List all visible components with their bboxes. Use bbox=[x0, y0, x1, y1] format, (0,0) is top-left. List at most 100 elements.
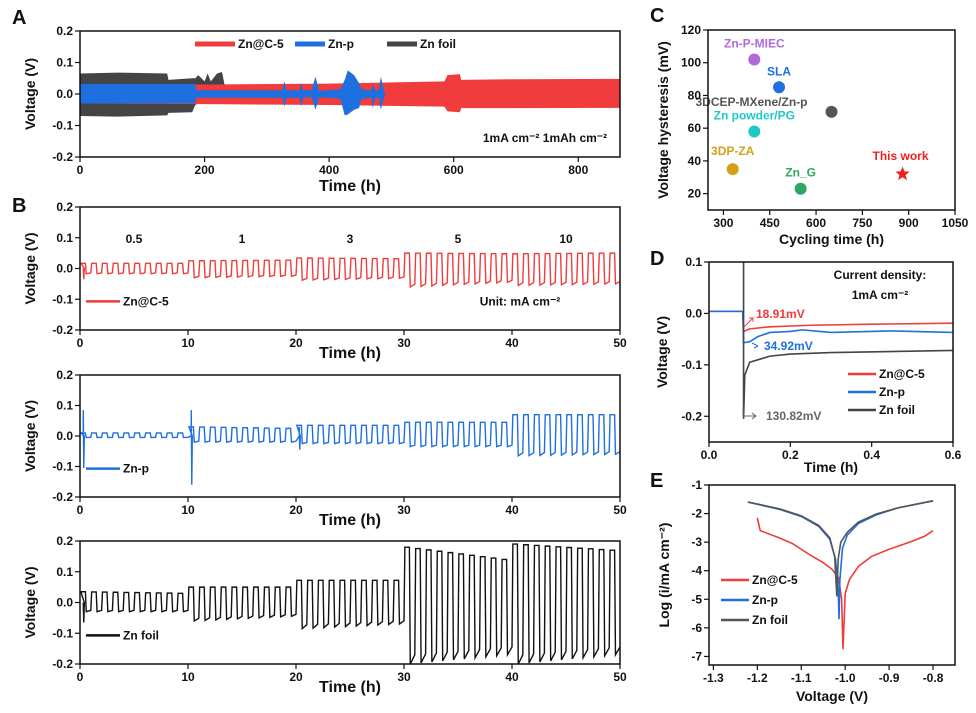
x-tick-label: 30 bbox=[397, 503, 411, 517]
y-tick-label: -1 bbox=[691, 478, 702, 492]
x-axis-title: Time (h) bbox=[319, 512, 381, 529]
panel-b3: 0 10 20 30 40 50 -0.2 -0.1 0.0 0.1 0.2 Time (h) Volt… bbox=[22, 534, 627, 696]
y-tick-label: 0.1 bbox=[56, 56, 73, 70]
current-density-label: 0.5 bbox=[126, 232, 143, 246]
x-tick-label: 0.0 bbox=[701, 448, 718, 462]
series-line-zn-p bbox=[709, 310, 953, 344]
legend-label: Zn foil bbox=[752, 613, 788, 627]
y-tick-label: 0.1 bbox=[685, 255, 702, 269]
condition-annotation: 1mA cm⁻² 1mAh cm⁻² bbox=[483, 131, 607, 145]
panel-a: A 0 200 400 600 800 -0.2 -0.1 0.0 0.1 0.2 Time (h) V… bbox=[12, 7, 621, 195]
arrow-icon bbox=[742, 409, 757, 420]
y-tick-label: 0.0 bbox=[685, 306, 702, 320]
y-tick-label: 0.0 bbox=[56, 596, 73, 610]
scatter-point bbox=[748, 125, 761, 138]
plot-area bbox=[80, 410, 620, 485]
x-tick-label: 10 bbox=[181, 670, 195, 684]
hysteresis-annotation-zn-foil: 130.82mV bbox=[766, 409, 821, 423]
panel-label: E bbox=[650, 470, 663, 492]
series-line-zn-foil bbox=[742, 262, 953, 419]
y-tick-label: -0.2 bbox=[52, 490, 73, 504]
legend-label: Zn@C-5 bbox=[879, 367, 925, 381]
star-marker bbox=[895, 166, 910, 181]
y-axis-title: Log (i/mA cm⁻²) bbox=[656, 523, 672, 628]
plot-area bbox=[80, 543, 620, 664]
x-tick-label: 300 bbox=[713, 216, 733, 230]
series-line-zn-p bbox=[80, 410, 620, 485]
y-tick-label: -0.1 bbox=[52, 119, 73, 133]
x-tick-label: 750 bbox=[852, 216, 872, 230]
x-tick-label: 50 bbox=[613, 670, 627, 684]
x-tick-label: 400 bbox=[319, 163, 339, 177]
hysteresis-annotation-zn-p: 34.92mV bbox=[764, 339, 813, 353]
point-label: 3DP-ZA bbox=[711, 144, 755, 158]
x-tick-label: 450 bbox=[760, 216, 780, 230]
legend-label: Zn@C-5 bbox=[752, 573, 798, 587]
arrow-icon bbox=[751, 342, 759, 349]
plot-frame bbox=[707, 29, 956, 211]
y-tick-label: 0.1 bbox=[56, 565, 73, 579]
x-tick-label: -1.3 bbox=[703, 671, 724, 685]
x-tick-label: 0.4 bbox=[863, 448, 880, 462]
y-tick-label: 120 bbox=[681, 23, 701, 37]
scatter-point bbox=[773, 81, 786, 94]
x-tick-label: 0 bbox=[77, 163, 84, 177]
hysteresis-annotation-zn-c-5: 18.91mV bbox=[756, 307, 805, 321]
point-label: Zn_G bbox=[785, 166, 816, 180]
legend-label: Zn-p bbox=[328, 37, 354, 51]
y-tick-label: -5 bbox=[691, 592, 702, 606]
x-tick-label: 0.2 bbox=[782, 448, 799, 462]
scatter-point bbox=[726, 163, 739, 176]
plot-area bbox=[709, 262, 953, 419]
x-tick-label: 0 bbox=[77, 670, 84, 684]
x-tick-label: 0 bbox=[77, 503, 84, 517]
y-axis-title: Voltage (V) bbox=[654, 316, 670, 388]
x-tick-label: 40 bbox=[505, 336, 519, 350]
legend-label: Zn@C-5 bbox=[123, 294, 169, 308]
legend-label: Zn-p bbox=[123, 462, 149, 476]
y-tick-label: -2 bbox=[691, 507, 702, 521]
arrow-icon bbox=[743, 317, 754, 328]
x-tick-label: 50 bbox=[613, 336, 627, 350]
panel-label: A bbox=[12, 7, 26, 29]
y-tick-label: 20 bbox=[688, 187, 702, 201]
panel-b1: B 0.5 1 3 5 10 0 10 20 30 40 50 -0.2 -0.1 0.0 0.1 0.2 Tim… bbox=[12, 195, 627, 362]
scatter-point bbox=[748, 53, 761, 66]
x-tick-label: 0 bbox=[77, 336, 84, 350]
plot-frame bbox=[708, 484, 956, 666]
x-axis-title: Cycling time (h) bbox=[779, 231, 884, 247]
unit-annotation: Unit: mA cm⁻² bbox=[480, 294, 561, 308]
x-tick-label: 10 bbox=[181, 503, 195, 517]
x-tick-label: 0.6 bbox=[945, 448, 962, 462]
x-tick-label: 600 bbox=[806, 216, 826, 230]
series-line-zn-c-5 bbox=[80, 252, 620, 289]
x-tick-label: 30 bbox=[397, 336, 411, 350]
y-tick-label: -4 bbox=[691, 564, 702, 578]
legend-label: Zn-p bbox=[752, 593, 778, 607]
x-tick-label: 900 bbox=[899, 216, 919, 230]
x-tick-label: 20 bbox=[289, 336, 303, 350]
panel-e: E -1.3 -1.2 -1.1 -1.0 -0.9 -0.8 -1 -2 -3 -4 -5 -6 -7 V… bbox=[650, 470, 956, 704]
current-density-annotation: Current density: bbox=[834, 268, 927, 282]
scatter-point bbox=[794, 182, 807, 195]
panel-b2: 0 10 20 30 40 50 -0.2 -0.1 0.0 0.1 0.2 Time (h) Volt… bbox=[22, 368, 627, 529]
plot-frame bbox=[708, 261, 954, 443]
y-tick-label: -0.1 bbox=[681, 358, 702, 372]
legend-label: Zn foil bbox=[420, 37, 456, 51]
y-tick-label: -0.1 bbox=[52, 460, 73, 474]
y-axis-title: Voltage (V) bbox=[22, 566, 38, 638]
plot-area bbox=[80, 70, 620, 117]
x-tick-label: 20 bbox=[289, 670, 303, 684]
y-tick-label: 0.2 bbox=[56, 368, 73, 382]
point-label: This work bbox=[873, 149, 929, 163]
panel-label: B bbox=[12, 195, 26, 217]
x-tick-label: 40 bbox=[505, 670, 519, 684]
y-tick-label: 0.0 bbox=[56, 262, 73, 276]
x-tick-label: 20 bbox=[289, 503, 303, 517]
scatter-point bbox=[825, 105, 838, 118]
current-density-label: 1 bbox=[239, 232, 246, 246]
y-tick-label: 80 bbox=[688, 88, 702, 102]
series-line-zn-foil bbox=[748, 500, 934, 597]
legend-label: Zn foil bbox=[879, 403, 915, 417]
y-tick-label: 0.2 bbox=[56, 24, 73, 38]
